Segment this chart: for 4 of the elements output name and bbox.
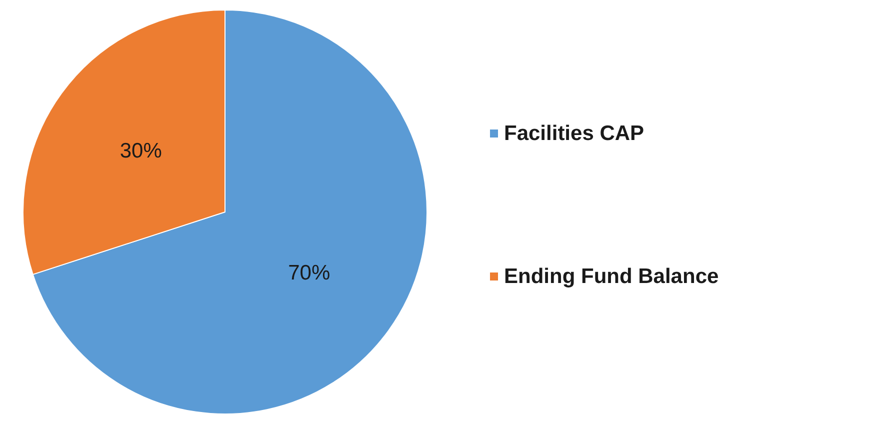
legend-label: Facilities CAP bbox=[504, 122, 644, 145]
data-label: 70% bbox=[288, 262, 330, 285]
legend-label: Ending Fund Balance bbox=[504, 265, 719, 288]
data-label: 30% bbox=[120, 139, 162, 162]
